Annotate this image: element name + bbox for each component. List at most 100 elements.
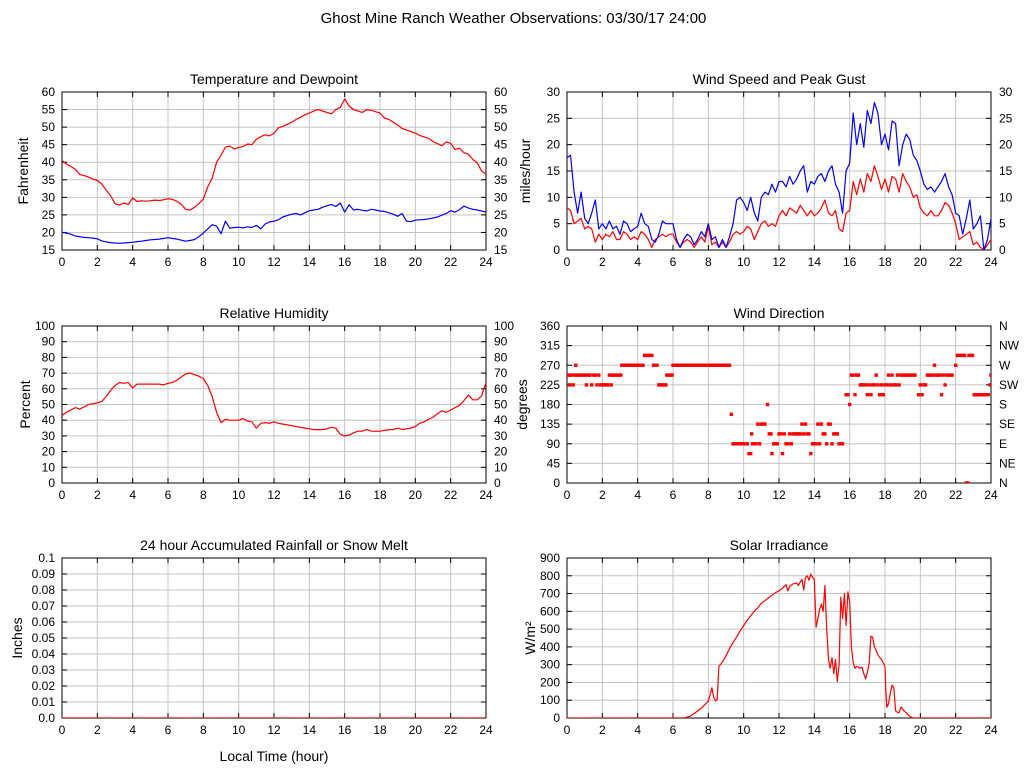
svg-text:100: 100 — [35, 319, 55, 333]
svg-text:50: 50 — [42, 398, 56, 412]
svg-text:90: 90 — [547, 437, 561, 451]
svg-text:8: 8 — [200, 488, 207, 502]
tick-marks — [61, 325, 487, 484]
svg-text:70: 70 — [42, 366, 56, 380]
svg-text:SW: SW — [999, 378, 1019, 392]
svg-text:22: 22 — [949, 723, 963, 737]
svg-text:25: 25 — [42, 208, 56, 222]
svg-text:0.05: 0.05 — [32, 631, 56, 645]
svg-text:24: 24 — [984, 723, 998, 737]
svg-text:0: 0 — [59, 723, 66, 737]
svg-text:6: 6 — [670, 488, 677, 502]
svg-text:20: 20 — [914, 488, 928, 502]
y-axis-label: miles/hour — [517, 138, 533, 203]
svg-text:10: 10 — [999, 190, 1013, 204]
peak-gust-line — [567, 101, 991, 250]
svg-text:12: 12 — [267, 255, 281, 269]
svg-text:20: 20 — [914, 723, 928, 737]
svg-text:0: 0 — [48, 476, 55, 490]
svg-text:12: 12 — [267, 723, 281, 737]
svg-text:700: 700 — [540, 587, 560, 601]
svg-text:100: 100 — [494, 319, 514, 333]
svg-text:14: 14 — [808, 255, 822, 269]
svg-text:16: 16 — [338, 255, 352, 269]
svg-text:N: N — [999, 476, 1008, 490]
svg-text:600: 600 — [540, 604, 560, 618]
svg-text:80: 80 — [494, 350, 508, 364]
svg-text:E: E — [999, 437, 1007, 451]
svg-text:10: 10 — [232, 723, 246, 737]
svg-text:40: 40 — [42, 155, 56, 169]
y-axis-label: Fahrenheit — [15, 137, 31, 204]
svg-text:900: 900 — [540, 551, 560, 565]
svg-text:45: 45 — [42, 138, 56, 152]
svg-text:8: 8 — [705, 723, 712, 737]
svg-text:24: 24 — [479, 488, 493, 502]
svg-text:0.0: 0.0 — [38, 711, 55, 725]
svg-text:10: 10 — [42, 460, 56, 474]
svg-text:10: 10 — [737, 488, 751, 502]
svg-text:15: 15 — [999, 164, 1013, 178]
y-axis-label: W/m² — [522, 621, 538, 655]
svg-text:15: 15 — [494, 243, 508, 257]
svg-text:25: 25 — [494, 208, 508, 222]
svg-text:30: 30 — [494, 429, 508, 443]
svg-text:20: 20 — [42, 225, 56, 239]
svg-text:270: 270 — [540, 358, 560, 372]
svg-text:5: 5 — [999, 217, 1006, 231]
svg-text:400: 400 — [540, 640, 560, 654]
svg-text:4: 4 — [634, 255, 641, 269]
svg-text:0.09: 0.09 — [32, 567, 56, 581]
svg-text:22: 22 — [949, 255, 963, 269]
svg-text:80: 80 — [42, 350, 56, 364]
svg-text:14: 14 — [303, 255, 317, 269]
svg-text:4: 4 — [129, 723, 136, 737]
chart-temperature_dewpoint: 0 2 4 6 8 10 12 14 16 18 20 22 241520253035404550556… — [15, 71, 508, 269]
tick-marks — [61, 557, 487, 719]
svg-text:60: 60 — [42, 382, 56, 396]
svg-text:10: 10 — [547, 190, 561, 204]
svg-text:NE: NE — [999, 456, 1016, 470]
svg-text:0.03: 0.03 — [32, 663, 56, 677]
svg-text:16: 16 — [338, 723, 352, 737]
svg-text:6: 6 — [670, 723, 677, 737]
svg-text:5: 5 — [553, 217, 560, 231]
svg-text:14: 14 — [303, 723, 317, 737]
axis-tick-labels: 0 2 4 6 8 10 12 14 16 18 20 22 240100200300400500600… — [540, 551, 998, 737]
svg-text:20: 20 — [547, 138, 561, 152]
svg-text:200: 200 — [540, 675, 560, 689]
svg-text:18: 18 — [878, 255, 892, 269]
svg-text:30: 30 — [547, 85, 561, 99]
svg-text:10: 10 — [232, 255, 246, 269]
svg-text:60: 60 — [42, 85, 56, 99]
svg-text:30: 30 — [42, 190, 56, 204]
solar-line — [567, 573, 991, 718]
svg-text:8: 8 — [705, 488, 712, 502]
chart-title: Wind Direction — [733, 305, 824, 321]
x-axis-label: Local Time (hour) — [220, 748, 329, 764]
svg-text:8: 8 — [705, 255, 712, 269]
svg-text:20: 20 — [42, 445, 56, 459]
svg-text:NW: NW — [999, 339, 1020, 353]
svg-text:35: 35 — [42, 173, 56, 187]
svg-text:2: 2 — [94, 488, 101, 502]
svg-text:4: 4 — [129, 488, 136, 502]
svg-text:315: 315 — [540, 339, 560, 353]
svg-text:15: 15 — [42, 243, 56, 257]
svg-text:45: 45 — [494, 138, 508, 152]
svg-text:4: 4 — [634, 723, 641, 737]
svg-text:16: 16 — [843, 488, 857, 502]
svg-text:35: 35 — [494, 173, 508, 187]
svg-text:0.04: 0.04 — [32, 647, 56, 661]
svg-text:360: 360 — [540, 319, 560, 333]
chart-title: 24 hour Accumulated Rainfall or Snow Mel… — [140, 537, 408, 553]
chart-solar_irradiance: 0 2 4 6 8 10 12 14 16 18 20 22 240100200300400500600… — [522, 537, 998, 737]
y-axis-label: Percent — [17, 380, 33, 428]
svg-text:SE: SE — [999, 417, 1015, 431]
svg-text:24: 24 — [479, 723, 493, 737]
svg-text:0.02: 0.02 — [32, 679, 56, 693]
svg-text:25: 25 — [547, 111, 561, 125]
svg-text:24: 24 — [984, 255, 998, 269]
svg-text:12: 12 — [267, 488, 281, 502]
